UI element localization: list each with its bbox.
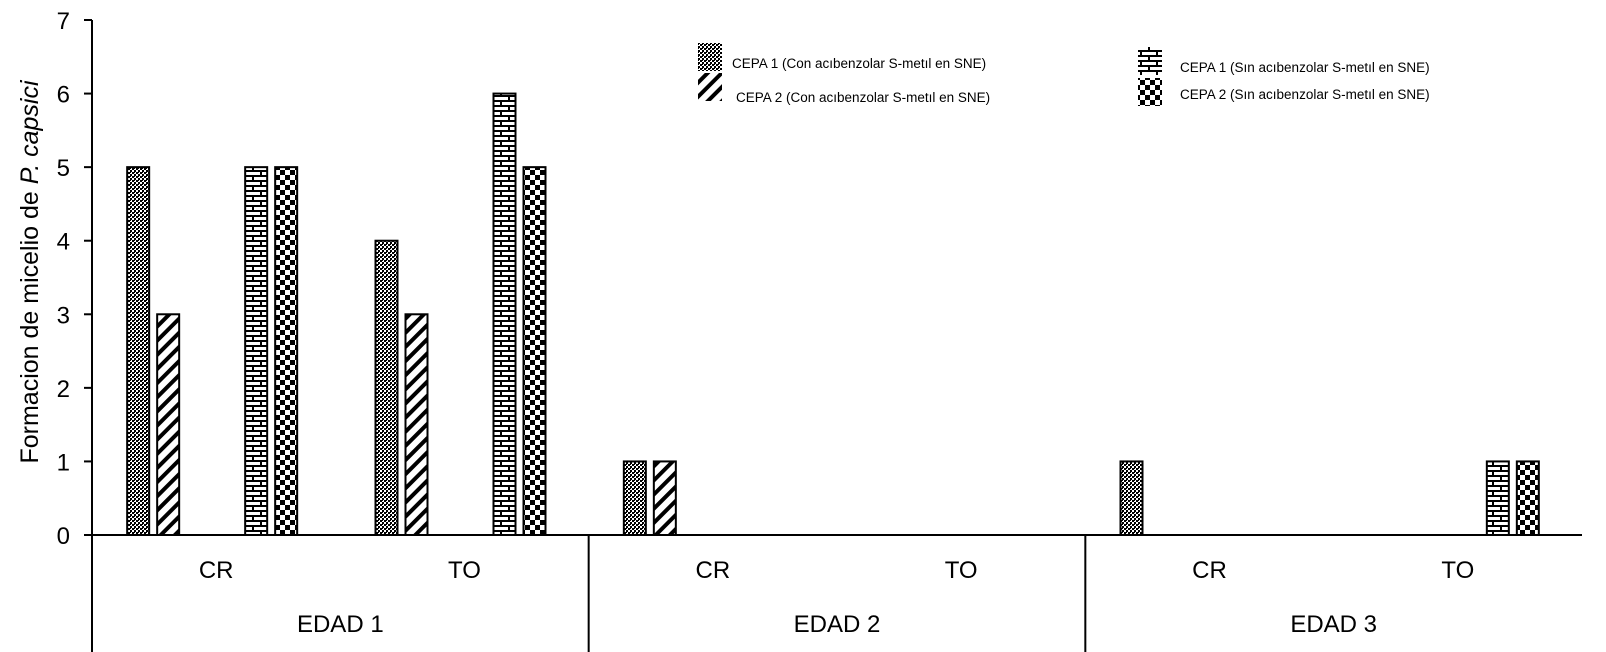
y-tick-label: 6 (57, 82, 70, 109)
y-tick-label: 4 (57, 229, 70, 256)
bar-series-1 (622, 460, 647, 536)
bar-series-2 (404, 313, 429, 536)
legend-swatch (1138, 47, 1162, 75)
legend-swatch (698, 43, 722, 71)
y-tick-label: 2 (57, 376, 70, 403)
bar-series-4 (1515, 460, 1540, 536)
y-axis-label-species: P. capsici (16, 79, 44, 184)
y-axis: 0 1 2 3 4 5 6 7 (57, 8, 93, 550)
y-axis-label: Formacion de micelio de P. capsici (16, 79, 44, 464)
category-label: CR (199, 557, 234, 584)
bar-series-2 (652, 460, 677, 536)
category-label: TO (1441, 557, 1474, 584)
bar-series-3 (244, 166, 269, 536)
y-tick-label: 0 (57, 523, 70, 550)
y-tick-label: 3 (57, 302, 70, 329)
y-tick-label: 7 (57, 8, 70, 35)
y-tick-label: 1 (57, 449, 70, 476)
bar-series-4 (522, 166, 547, 536)
bar-series-3 (492, 92, 517, 536)
legend-label: CEPA 2 (Con acıbenzolar S-metıl en SNE) (736, 90, 990, 105)
category-label: TO (945, 557, 978, 584)
group-label: EDAD 2 (794, 611, 881, 638)
bar-series-3 (1485, 460, 1510, 536)
category-label: TO (448, 557, 481, 584)
x-axis: EDAD 1 CR TO EDAD 2 CR TO EDAD 3 CR TO (91, 534, 1582, 652)
legend: CEPA 1 (Con acıbenzolar S-metıl en SNE) C… (698, 43, 1430, 106)
bar-series-4 (274, 166, 299, 536)
bars (126, 92, 1540, 536)
bar-series-1 (1119, 460, 1144, 536)
group-label: EDAD 3 (1290, 611, 1377, 638)
y-tick-label: 5 (57, 155, 70, 182)
legend-swatch (1138, 78, 1162, 106)
y-axis-label-main: Formacion de micelio de (16, 184, 44, 463)
category-label: CR (695, 557, 730, 584)
group-label: EDAD 1 (297, 611, 384, 638)
bar-series-2 (156, 313, 181, 536)
legend-label: CEPA 2 (Sın acıbenzolar S-metıl en SNE) (1180, 87, 1430, 102)
bar-series-1 (374, 239, 399, 536)
legend-label: CEPA 1 (Sın acıbenzolar S-metıl en SNE) (1180, 60, 1430, 75)
category-label: CR (1192, 557, 1227, 584)
legend-swatch (698, 73, 722, 101)
bar-series-1 (126, 166, 151, 536)
legend-label: CEPA 1 (Con acıbenzolar S-metıl en SNE) (732, 56, 986, 71)
